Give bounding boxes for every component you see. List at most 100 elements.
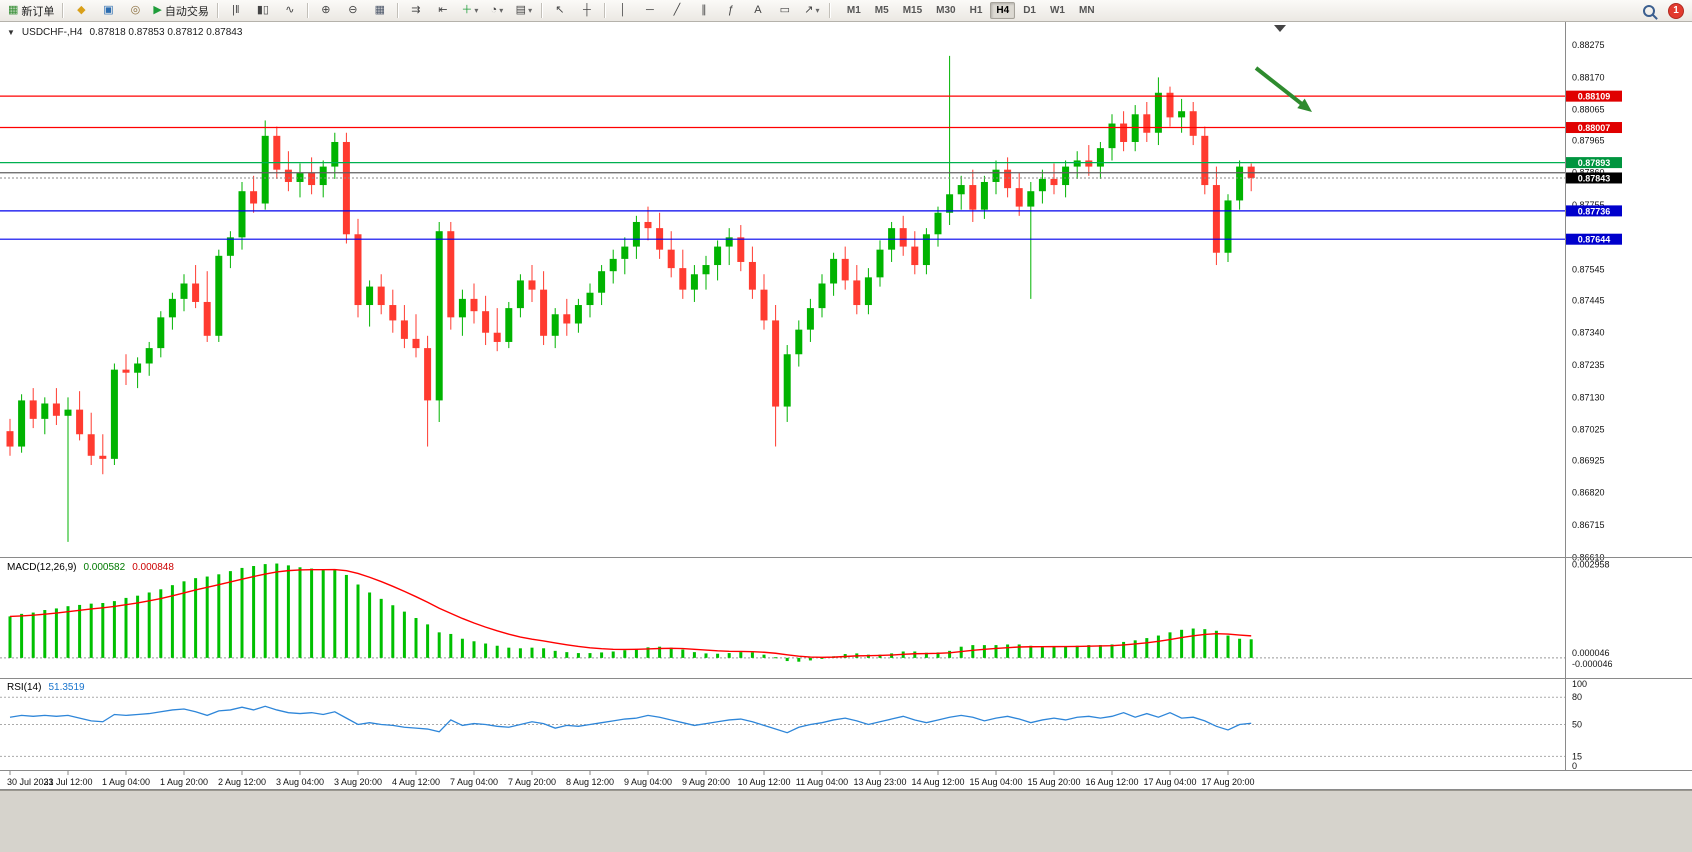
candlestick-series	[6, 55, 1255, 542]
cursor-button[interactable]: ↖	[547, 1, 573, 21]
one-click-trading-arrow-icon[interactable]: ▼	[7, 28, 15, 37]
macd-bar	[576, 653, 580, 658]
dropdown-caret-icon[interactable]: ▾	[474, 6, 479, 15]
macd-bar	[785, 657, 789, 662]
toolbox-button[interactable]: ◎	[122, 1, 148, 21]
candle	[1236, 166, 1244, 201]
chart-canvas[interactable]: 0.882750.881700.880650.879650.878600.877…	[0, 22, 1692, 790]
trend-arrow-annotation[interactable]	[1254, 66, 1312, 112]
macd-bar	[507, 647, 511, 658]
chart-shift-marker[interactable]	[1274, 25, 1286, 32]
indicators-button[interactable]: ＋ ▾	[457, 1, 483, 21]
candle	[52, 403, 60, 416]
macd-bar	[43, 610, 47, 658]
timeframe-H4-button[interactable]: H4	[990, 2, 1016, 19]
macd-bar	[623, 650, 627, 658]
svg-text:0.87893: 0.87893	[1578, 158, 1611, 168]
macd-bar	[681, 649, 685, 658]
macd-bar	[704, 653, 708, 658]
candle	[1027, 191, 1035, 207]
search-button[interactable]	[1636, 1, 1662, 21]
candle	[342, 141, 350, 235]
macd-bar	[1087, 645, 1091, 658]
macd-bar	[1249, 639, 1253, 658]
macd-bar	[646, 647, 650, 658]
candle	[1038, 178, 1046, 192]
text-icon: A	[754, 4, 762, 16]
market-button[interactable]: ▣	[95, 1, 121, 21]
candle	[1131, 114, 1139, 142]
macd-bar	[20, 613, 24, 658]
svg-text:4 Aug 12:00: 4 Aug 12:00	[392, 777, 440, 787]
svg-text:0.88007: 0.88007	[1578, 123, 1611, 133]
text-label-button[interactable]: ▭	[772, 1, 798, 21]
macd-bar	[194, 578, 198, 658]
channel-button[interactable]: ∥	[691, 1, 717, 21]
text-button[interactable]: A	[745, 1, 771, 21]
macd-bar	[808, 657, 812, 661]
zoom-out-button[interactable]: ⊖	[340, 1, 366, 21]
timeframe-M30-button[interactable]: M30	[936, 5, 956, 16]
new-order-button[interactable]: ▦ 新订单	[4, 1, 58, 21]
svg-text:0.002958: 0.002958	[1572, 560, 1610, 570]
macd-bar	[391, 605, 395, 658]
autotrading-button[interactable]: ▶ 自动交易	[149, 1, 212, 21]
vertical-line-button[interactable]: │	[610, 1, 636, 21]
chart-window[interactable]: 0.882750.881700.880650.879650.878600.877…	[0, 22, 1692, 790]
timeframe-W1-button[interactable]: W1	[1049, 5, 1065, 16]
candle	[157, 317, 165, 349]
rsi-value: 51.3519	[48, 682, 85, 693]
templates-button[interactable]: ▤ ▾	[511, 1, 537, 21]
timeframe-M15-button[interactable]: M15	[902, 5, 923, 16]
macd-bar	[1203, 629, 1207, 658]
dropdown-caret-icon[interactable]: ▾	[499, 6, 504, 15]
candlestick-mode-button[interactable]: ▮▯	[250, 1, 276, 21]
fibonacci-button[interactable]: ƒ	[718, 1, 744, 21]
chart-shift-button[interactable]: ⇤	[430, 1, 456, 21]
notification-badge[interactable]: 1	[1668, 2, 1684, 19]
timeframe-H1-button[interactable]: H1	[969, 5, 983, 16]
horizontal-line-button[interactable]: ─	[637, 1, 663, 21]
macd-name: MACD(12,26,9)	[7, 562, 77, 573]
macd-bar	[518, 648, 522, 658]
candle	[354, 234, 362, 306]
bar-chart-mode-button[interactable]: |‖	[223, 1, 249, 21]
crosshair-button[interactable]: ┼	[574, 1, 600, 21]
timeframe-D1-button[interactable]: D1	[1023, 5, 1036, 16]
macd-bar	[739, 652, 743, 658]
macd-signal-value: 0.000848	[132, 562, 174, 573]
candle	[134, 363, 142, 373]
line-chart-mode-button[interactable]: ∿	[277, 1, 303, 21]
candle	[702, 265, 710, 275]
candle	[551, 314, 559, 336]
candle	[1108, 123, 1116, 149]
svg-text:2 Aug 12:00: 2 Aug 12:00	[218, 777, 266, 787]
arrows-button[interactable]: ↗ ▾	[799, 1, 825, 21]
market-icon: ▣	[103, 4, 114, 16]
tile-windows-button[interactable]: ▦	[367, 1, 393, 21]
svg-text:8 Aug 12:00: 8 Aug 12:00	[566, 777, 614, 787]
metaeditor-button[interactable]: ◆	[68, 1, 94, 21]
macd-bar	[611, 651, 615, 658]
price-label	[1566, 90, 1622, 102]
candle	[1085, 160, 1093, 167]
timeframe-M1-button[interactable]: M1	[846, 5, 861, 16]
macd-bar	[878, 654, 882, 658]
macd-bar	[228, 571, 232, 658]
candle	[226, 237, 234, 256]
auto-scroll-button[interactable]: ⇉	[403, 1, 429, 21]
dropdown-caret-icon[interactable]: ▾	[815, 6, 820, 15]
trendline-button[interactable]: ╱	[664, 1, 690, 21]
toolbar-separator	[396, 3, 399, 18]
candle	[667, 249, 675, 269]
candle	[296, 172, 304, 182]
dropdown-caret-icon[interactable]: ▾	[528, 6, 533, 15]
candle	[377, 286, 385, 306]
timeframe-M5-button[interactable]: M5	[874, 5, 889, 16]
candle	[6, 431, 14, 447]
macd-panel: 0.002958 0.000046-0.000046	[0, 560, 1613, 669]
timeframe-MN-button[interactable]: MN	[1078, 5, 1095, 16]
zoom-in-button[interactable]: ⊕	[313, 1, 339, 21]
periods-button[interactable]: ◔ ▾	[484, 1, 510, 21]
